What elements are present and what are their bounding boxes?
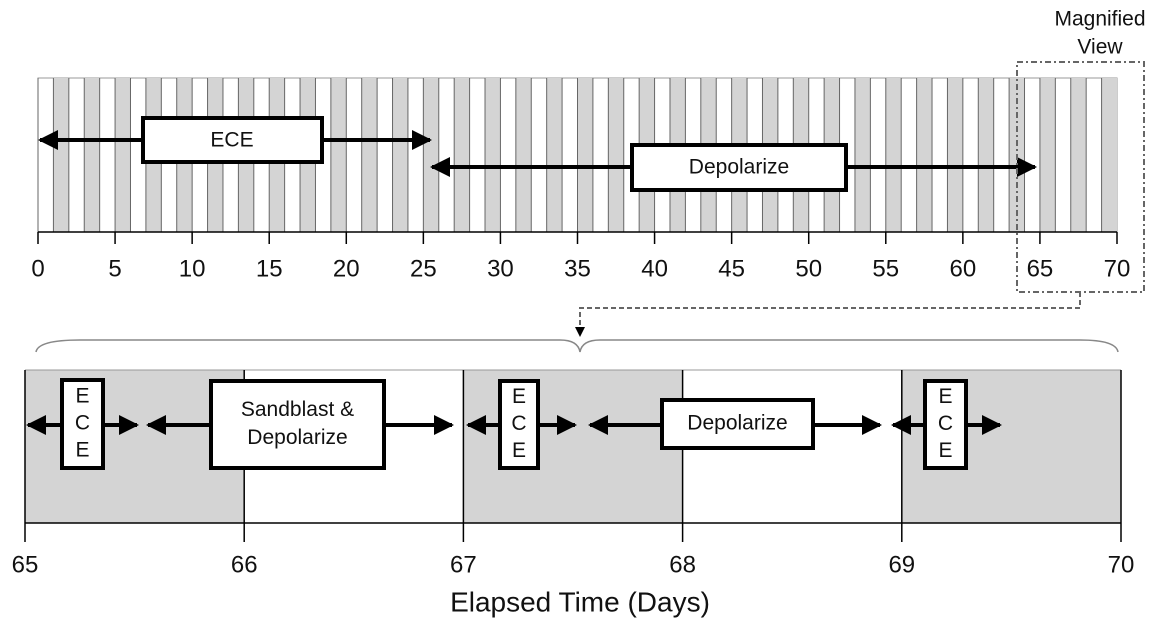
phase-box: [60, 378, 105, 470]
tick-label: 65: [1027, 255, 1054, 282]
day-band: [978, 78, 994, 232]
tick-label: 20: [333, 255, 360, 282]
tick-label: 40: [641, 255, 668, 282]
phase-label: ECE: [210, 129, 253, 152]
tick-label: 55: [872, 255, 899, 282]
tick-label: 45: [718, 255, 745, 282]
day-band: [546, 78, 563, 232]
x-axis-title: Elapsed Time (Days): [450, 586, 710, 617]
tick-label: 25: [410, 255, 437, 282]
day-band: [608, 78, 624, 232]
day-band: [84, 78, 100, 232]
tick-label: 15: [256, 255, 283, 282]
phase-box: [209, 379, 386, 470]
phase-label: Sandblast &: [241, 398, 354, 421]
tick-label: 50: [795, 255, 822, 282]
phase-label: E: [75, 439, 89, 462]
day-band: [53, 78, 69, 232]
magnified-label: View: [1077, 36, 1123, 59]
tick-label: 66: [231, 551, 258, 578]
magnified-label: Magnified: [1054, 8, 1145, 31]
phase-label: E: [512, 439, 526, 462]
day-band: [454, 78, 470, 232]
day-band: [463, 370, 683, 523]
phase-box: [141, 116, 324, 164]
tick-label: 67: [450, 551, 477, 578]
day-band: [115, 78, 131, 232]
tick-label: 35: [564, 255, 591, 282]
day-band: [577, 78, 593, 232]
phase-label: C: [511, 412, 526, 435]
day-band: [885, 78, 902, 232]
day-band: [330, 78, 347, 232]
day-band: [392, 78, 408, 232]
tick-label: 68: [669, 551, 696, 578]
phase-label: C: [938, 412, 953, 435]
phase-box: [923, 379, 968, 470]
phase-box: [630, 143, 848, 192]
connector: [575, 292, 1081, 337]
phase-box: [660, 398, 815, 450]
phase-label: Depolarize: [689, 156, 789, 179]
brace: [35, 339, 1119, 353]
tick-label: 30: [487, 255, 514, 282]
tick-label: 10: [179, 255, 206, 282]
day-band: [1101, 78, 1117, 232]
tick-label: 60: [950, 255, 977, 282]
phase-label: C: [75, 412, 90, 435]
tick-label: 0: [31, 255, 44, 282]
tick-label: 70: [1108, 551, 1135, 578]
phase-label: E: [512, 385, 526, 408]
day-band: [423, 78, 439, 232]
phase-label: Depolarize: [687, 412, 787, 435]
day-band: [1070, 78, 1087, 232]
day-band: [916, 78, 933, 232]
tick-label: 70: [1104, 255, 1131, 282]
phase-label: E: [938, 385, 952, 408]
tick-label: 65: [12, 551, 39, 578]
phase-box: [498, 379, 540, 470]
day-band: [1039, 78, 1056, 232]
overlay: Magnified View Elapsed Time (Days): [35, 8, 1146, 617]
phase-label: E: [75, 385, 89, 408]
day-band: [515, 78, 532, 232]
tick-label: 69: [888, 551, 915, 578]
day-band: [947, 78, 963, 232]
day-band: [361, 78, 378, 232]
day-band: [854, 78, 871, 232]
day-band: [485, 78, 501, 232]
phase-label: Depolarize: [247, 426, 347, 449]
tick-label: 5: [108, 255, 121, 282]
overview-strip: 0 5 10 15 20 25 30 35 40 45 50 55 60 65 70 ECE Depolariz…: [31, 77, 1131, 282]
phase-label: E: [938, 439, 952, 462]
